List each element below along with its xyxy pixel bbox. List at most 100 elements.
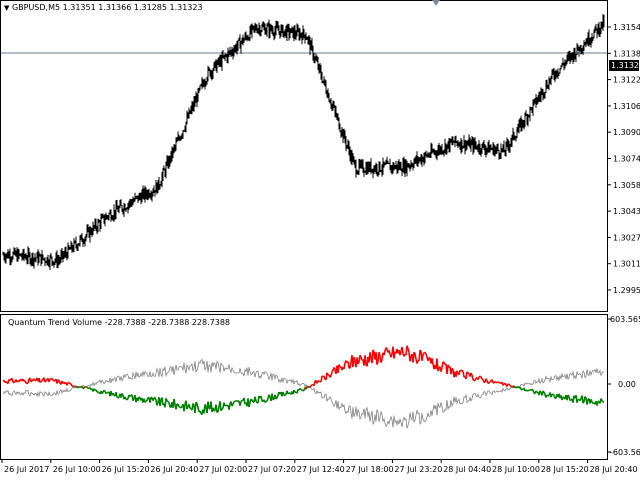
trend-volume-segment bbox=[416, 360, 419, 364]
trend-volume-segment bbox=[465, 371, 468, 380]
price-chart-svg bbox=[1, 14, 607, 270]
time-tick-label: 27 Jul 02:00 bbox=[199, 465, 247, 474]
indicator-caption: Quantum Trend Volume -228.7388 -228.7388… bbox=[8, 318, 230, 327]
price-chart-pane[interactable] bbox=[0, 0, 608, 312]
trend-volume-segment bbox=[380, 359, 383, 363]
trend-volume-segment bbox=[424, 351, 427, 355]
trend-volume-segment bbox=[219, 401, 222, 411]
trend-volume-segment bbox=[542, 390, 545, 393]
trend-volume-segment bbox=[268, 394, 271, 398]
trend-volume-segment bbox=[401, 346, 404, 354]
trend-volume-segment bbox=[471, 374, 474, 380]
trend-volume-segment bbox=[590, 399, 593, 403]
trend-volume-segment bbox=[199, 410, 202, 414]
trend-volume-segment bbox=[323, 376, 326, 380]
trend-volume-segment bbox=[83, 386, 86, 389]
trend-volume-segment bbox=[299, 387, 302, 390]
trend-volume-segment bbox=[349, 361, 352, 369]
time-tick-label: 27 Jul 18:00 bbox=[346, 465, 394, 474]
caret-down-icon[interactable]: ▼ bbox=[4, 4, 10, 12]
trend-volume-segment bbox=[177, 403, 180, 408]
trend-volume-segment bbox=[203, 404, 206, 414]
trend-volume-segment bbox=[502, 383, 505, 386]
symbol-caption: ▼ GBPUSD,M5 1.31351 1.31366 1.31285 1.31… bbox=[4, 3, 203, 12]
trend-volume-segment bbox=[461, 369, 464, 372]
trend-volume-segment bbox=[543, 391, 546, 395]
trend-volume-segment bbox=[509, 384, 512, 387]
trend-volume-segment bbox=[248, 402, 251, 408]
trend-volume-segment bbox=[45, 379, 48, 382]
trend-volume-segment bbox=[30, 380, 33, 383]
trend-volume-segment bbox=[470, 372, 473, 376]
trend-volume-segment bbox=[251, 399, 254, 403]
trend-volume-segment bbox=[39, 380, 42, 383]
trend-volume-segment bbox=[73, 385, 76, 388]
trend-volume-segment bbox=[472, 379, 475, 382]
trend-volume-segment bbox=[220, 408, 223, 412]
indicator-pane[interactable] bbox=[0, 314, 608, 460]
price-tick-label: 1.31380 bbox=[613, 49, 640, 58]
trend-volume-segment bbox=[287, 392, 290, 395]
trend-volume-segment bbox=[41, 378, 44, 382]
trend-volume-segment bbox=[5, 381, 8, 384]
trend-volume-segment bbox=[371, 349, 374, 364]
trend-volume-segment bbox=[71, 385, 74, 388]
trend-volume-segment bbox=[550, 393, 553, 398]
trend-volume-segment bbox=[317, 380, 320, 383]
trend-volume-segment bbox=[601, 400, 604, 403]
indicator-chart-svg bbox=[2, 345, 605, 429]
trend-volume-segment bbox=[331, 369, 334, 373]
trend-volume-segment bbox=[228, 404, 231, 410]
trend-volume-segment bbox=[530, 388, 533, 391]
trend-volume-segment bbox=[581, 395, 584, 404]
trend-volume-segment bbox=[216, 411, 219, 414]
trend-volume-segment bbox=[260, 396, 263, 401]
trend-volume-segment bbox=[207, 401, 210, 409]
trend-volume-segment bbox=[300, 388, 303, 392]
trend-volume-segment bbox=[511, 385, 514, 389]
trend-volume-segment bbox=[431, 358, 434, 365]
trend-volume-segment bbox=[254, 396, 257, 402]
trend-volume-segment bbox=[232, 401, 235, 405]
time-tick-label: 28 Jul 15:20 bbox=[541, 465, 589, 474]
trend-volume-segment bbox=[329, 375, 332, 378]
price-tick-label: 1.31060 bbox=[613, 102, 640, 111]
trend-volume-segment bbox=[359, 354, 362, 358]
trend-volume-segment bbox=[390, 353, 393, 358]
time-tick-label: 26 Jul 2017 bbox=[4, 465, 49, 474]
price-scale[interactable]: 1.31540 1.31380 1.31220 1.31060 1.30905 1.307… bbox=[608, 0, 640, 312]
trend-volume-segment bbox=[474, 377, 477, 381]
trend-volume-segment bbox=[195, 401, 198, 404]
trend-volume-segment bbox=[129, 394, 132, 398]
trend-volume-segment bbox=[192, 403, 195, 406]
trend-volume-segment bbox=[508, 383, 511, 386]
trend-volume-segment bbox=[308, 386, 311, 389]
trend-volume-segment bbox=[121, 392, 124, 396]
trend-volume-segment bbox=[68, 382, 71, 385]
trend-volume-segment bbox=[347, 361, 350, 368]
trend-volume-segment bbox=[112, 392, 115, 396]
trend-volume-segment bbox=[586, 398, 589, 405]
trend-volume-segment bbox=[320, 375, 323, 383]
trend-volume-segment bbox=[532, 389, 535, 394]
trend-volume-segment bbox=[225, 404, 228, 407]
time-scale[interactable]: 26 Jul 2017 26 Jul 10:00 26 Jul 15:20 26 Ju… bbox=[0, 460, 640, 480]
trend-volume-segment bbox=[357, 361, 360, 365]
chart-shift-marker-icon[interactable] bbox=[432, 0, 440, 6]
trend-volume-segment bbox=[167, 401, 170, 403]
trend-volume-segment bbox=[385, 347, 388, 350]
trend-volume-segment bbox=[437, 367, 440, 372]
trend-volume-segment bbox=[497, 381, 500, 384]
time-tick-label: 26 Jul 15:20 bbox=[102, 465, 150, 474]
indicator-scale[interactable]: 603.5655 0.00 -603.5655 bbox=[608, 314, 640, 460]
trend-volume-segment bbox=[180, 406, 183, 409]
trend-volume-segment bbox=[146, 397, 149, 401]
trend-volume-segment bbox=[255, 400, 258, 404]
trend-volume-segment bbox=[493, 381, 496, 384]
trend-volume-segment bbox=[546, 394, 549, 397]
trend-volume-segment bbox=[183, 404, 186, 412]
price-tick-label: 1.31540 bbox=[613, 23, 640, 32]
trend-volume-segment bbox=[58, 380, 61, 384]
trend-volume-segment bbox=[519, 386, 522, 390]
